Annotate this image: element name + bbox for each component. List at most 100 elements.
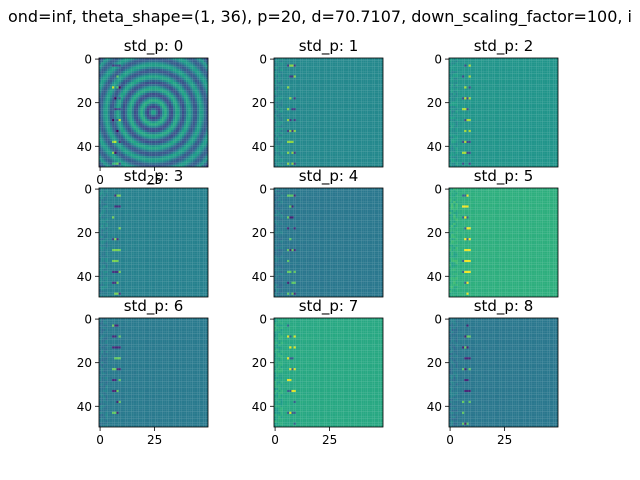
heatmap-cell <box>121 62 123 64</box>
heatmap-cell <box>121 93 123 95</box>
heatmap-cell <box>379 134 381 136</box>
heatmap-cell <box>289 97 291 99</box>
heatmap-cell <box>278 69 280 71</box>
heatmap-cell <box>106 93 108 95</box>
heatmap-cell <box>359 128 361 130</box>
heatmap-cell <box>320 121 322 123</box>
heatmap-cell <box>160 128 162 130</box>
heatmap-cell <box>311 97 313 99</box>
heatmap-cell <box>315 141 317 143</box>
heatmap-cell <box>289 147 291 149</box>
heatmap-cell <box>160 99 162 101</box>
heatmap-cell <box>329 152 331 154</box>
heatmap-cell <box>193 95 195 97</box>
heatmap-cell <box>193 106 195 108</box>
heatmap-cell <box>147 139 149 141</box>
heatmap-cell <box>110 150 112 152</box>
heatmap-cell <box>103 141 105 143</box>
heatmap-cell <box>164 117 166 119</box>
heatmap-cell <box>151 160 153 162</box>
heatmap-cell <box>296 154 298 156</box>
heatmap-cell <box>149 132 151 134</box>
heatmap-cell <box>143 102 145 104</box>
heatmap-cell <box>302 152 304 154</box>
heatmap-cell <box>333 89 335 91</box>
heatmap-cell <box>162 69 164 71</box>
heatmap-cell <box>298 108 300 110</box>
heatmap-cell <box>287 69 289 71</box>
heatmap-cell <box>294 119 296 121</box>
heatmap-cell <box>201 71 203 73</box>
heatmap-cell <box>283 132 285 134</box>
heatmap-cell <box>127 80 129 82</box>
heatmap-cell <box>300 152 302 154</box>
heatmap-cell <box>123 154 125 156</box>
heatmap-cell <box>108 145 110 147</box>
heatmap-cell <box>339 104 341 106</box>
heatmap-cell <box>285 150 287 152</box>
heatmap-cell <box>318 80 320 82</box>
heatmap-cell <box>342 160 344 162</box>
heatmap-cell <box>182 69 184 71</box>
heatmap-cell <box>276 158 278 160</box>
heatmap-cell <box>372 108 374 110</box>
heatmap-cell <box>108 141 110 143</box>
heatmap-cell <box>175 139 177 141</box>
heatmap-cell <box>149 99 151 101</box>
heatmap-cell <box>329 141 331 143</box>
heatmap-cell <box>156 73 158 75</box>
heatmap-cell <box>199 134 201 136</box>
heatmap-cell <box>132 80 134 82</box>
heatmap-cell <box>276 121 278 123</box>
heatmap-cell <box>119 150 121 152</box>
heatmap-cell <box>379 106 381 108</box>
heatmap-cell <box>294 134 296 136</box>
heatmap-cell <box>318 78 320 80</box>
heatmap-cell <box>342 73 344 75</box>
heatmap-cell <box>112 75 114 77</box>
heatmap-cell <box>158 143 160 145</box>
heatmap-cell <box>366 60 368 62</box>
heatmap-cell <box>363 115 365 117</box>
heatmap-cell <box>158 123 160 125</box>
heatmap-cell <box>169 104 171 106</box>
heatmap-cell <box>119 99 121 101</box>
heatmap-cell <box>331 60 333 62</box>
heatmap-cell <box>307 73 309 75</box>
heatmap-cell <box>138 134 140 136</box>
heatmap-cell <box>374 93 376 95</box>
heatmap-cell <box>130 80 132 82</box>
heatmap-cell <box>164 154 166 156</box>
heatmap-cell <box>344 82 346 84</box>
heatmap-cell <box>140 86 142 88</box>
heatmap-cell <box>352 134 354 136</box>
heatmap-cell <box>311 89 313 91</box>
heatmap-cell <box>300 160 302 162</box>
heatmap-cell <box>337 82 339 84</box>
heatmap-cell <box>182 128 184 130</box>
heatmap-cell <box>376 134 378 136</box>
heatmap-cell <box>372 82 374 84</box>
heatmap-cell <box>324 163 326 165</box>
heatmap-cell <box>110 99 112 101</box>
heatmap-cell <box>195 62 197 64</box>
heatmap-cell <box>127 113 129 115</box>
heatmap-cell <box>298 128 300 130</box>
heatmap-cell <box>346 145 348 147</box>
heatmap-cell <box>276 141 278 143</box>
heatmap-cell <box>361 132 363 134</box>
heatmap-cell <box>116 143 118 145</box>
heatmap-cell <box>140 123 142 125</box>
heatmap-cell <box>374 154 376 156</box>
heatmap-cell <box>193 93 195 95</box>
heatmap-cell <box>315 128 317 130</box>
heatmap-cell <box>121 86 123 88</box>
heatmap-cell <box>204 106 206 108</box>
heatmap-cell <box>193 132 195 134</box>
heatmap-cell <box>160 132 162 134</box>
heatmap-cell <box>123 71 125 73</box>
heatmap-cell <box>180 71 182 73</box>
heatmap-cell <box>379 160 381 162</box>
heatmap-cell <box>201 65 203 67</box>
heatmap-cell <box>108 150 110 152</box>
